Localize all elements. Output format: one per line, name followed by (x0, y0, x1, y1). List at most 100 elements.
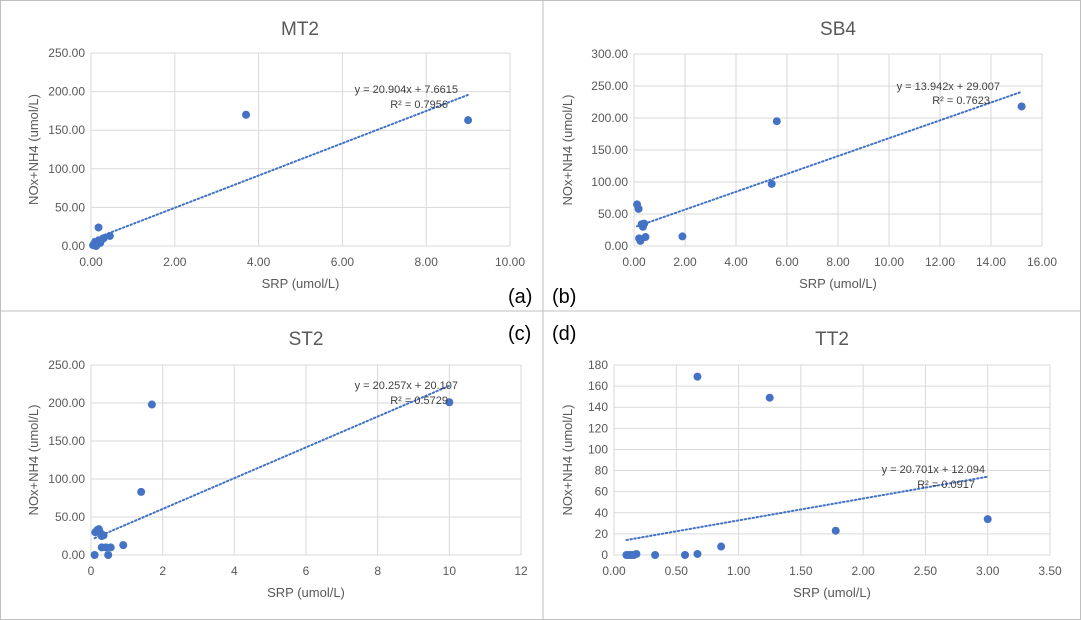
x-tick-label: 0.00 (622, 255, 646, 269)
y-tick-label: 300.00 (591, 47, 628, 61)
x-tick-label: 6 (303, 564, 310, 578)
data-point (632, 549, 641, 558)
y-tick-label: 200.00 (48, 85, 85, 99)
x-tick-label: 0.50 (665, 564, 689, 578)
x-tick-label: 2 (159, 564, 166, 578)
data-point (1017, 102, 1026, 111)
y-tick-label: 60 (595, 485, 609, 499)
y-tick-label: 50.00 (598, 207, 628, 221)
data-point (678, 232, 687, 241)
chart-panel-sb4: 0.00 50.00 100.00 150.00 200.00 250.00 300.00 0… (560, 19, 1057, 291)
x-tick-label: 4.00 (247, 255, 271, 269)
x-tick-label: 8.00 (826, 255, 850, 269)
x-tick-label: 3.50 (1038, 564, 1062, 578)
y-tick-label: 40 (595, 506, 609, 520)
y-tick-label: 80 (595, 464, 609, 478)
x-tick-label: 1.00 (727, 564, 751, 578)
data-point (464, 116, 473, 125)
y-tick-label: 0 (601, 548, 608, 562)
trendline-r-squared: R² = 0.5729 (390, 395, 448, 407)
chart-panel-st2: 0.00 50.00 100.00 150.00 200.00 250.00 0 2 4 6 8 10… (26, 329, 528, 600)
data-point (772, 117, 781, 126)
data-point (106, 543, 115, 552)
data-point (641, 233, 650, 242)
trendline-r-squared: R² = 0.0917 (917, 479, 975, 491)
data-point (693, 372, 702, 381)
chart-title: ST2 (289, 329, 324, 350)
x-tick-label: 12.00 (925, 255, 955, 269)
trendline-equation: y = 20.904x + 7.6615 (355, 84, 458, 96)
x-tick-label: 0.00 (79, 255, 103, 269)
x-tick-label: 4.00 (724, 255, 748, 269)
y-axis-label: NOx+NH4 (umol/L) (560, 95, 575, 206)
x-tick-label: 1.50 (789, 564, 813, 578)
y-tick-label: 250.00 (48, 358, 85, 372)
panel-label-d: (d) (552, 323, 576, 345)
data-point (640, 219, 649, 228)
data-point (651, 551, 660, 559)
trendline-equation: y = 20.257x + 20.107 (355, 380, 458, 392)
x-axis-label: SRP (umol/L) (267, 585, 345, 600)
x-tick-label: 6.00 (775, 255, 799, 269)
x-tick-label: 10.00 (874, 255, 904, 269)
data-point (693, 549, 702, 558)
y-tick-label: 100.00 (48, 162, 85, 176)
data-point (137, 487, 146, 496)
panel-label-a: (a) (508, 286, 532, 308)
x-tick-label: 6.00 (331, 255, 355, 269)
y-axis-label: NOx+NH4 (umol/L) (26, 405, 41, 516)
y-tick-label: 0.00 (62, 548, 86, 562)
x-tick-label: 2.50 (914, 564, 938, 578)
y-tick-label: 250.00 (48, 46, 85, 60)
x-tick-label: 8.00 (415, 255, 439, 269)
data-point (681, 551, 690, 559)
data-point (104, 551, 113, 559)
y-axis-label: NOx+NH4 (umol/L) (26, 94, 41, 205)
y-tick-label: 180 (588, 358, 608, 372)
chart-panel-tt2: 0 20 40 60 80 100 120 140 160 180 0.00 0.50 1.00 1.50… (560, 329, 1062, 600)
data-point (105, 231, 114, 240)
y-tick-label: 200.00 (591, 111, 628, 125)
data-point (445, 398, 454, 407)
x-axis-label: SRP (umol/L) (799, 276, 877, 291)
y-tick-label: 160 (588, 379, 608, 393)
data-point (634, 204, 643, 213)
y-tick-label: 20 (595, 527, 609, 541)
trendline-equation: y = 20.701x + 12.094 (882, 464, 985, 476)
chart-title: TT2 (815, 329, 849, 350)
trendline (636, 90, 1023, 228)
y-tick-label: 200.00 (48, 396, 85, 410)
x-tick-label: 8 (374, 564, 381, 578)
x-tick-label: 10 (443, 564, 457, 578)
data-point (242, 110, 251, 119)
y-tick-label: 50.00 (55, 510, 85, 524)
y-tick-label: 50.00 (55, 200, 85, 214)
x-axis-label: SRP (umol/L) (793, 585, 871, 600)
trendline (625, 475, 989, 542)
data-point (765, 393, 774, 402)
x-tick-label: 14.00 (976, 255, 1006, 269)
y-tick-label: 100.00 (48, 472, 85, 486)
y-tick-label: 150.00 (48, 434, 85, 448)
x-tick-label: 0.00 (602, 564, 626, 578)
chart-panel-mt2: 0.00 50.00 100.00 150.00 200.00 250.00 0.00 2.0… (26, 19, 525, 291)
y-tick-label: 120 (588, 421, 608, 435)
chart-title: SB4 (820, 19, 856, 40)
x-tick-label: 4 (231, 564, 238, 578)
y-tick-label: 140 (588, 400, 608, 414)
x-tick-label: 0 (88, 564, 95, 578)
x-tick-label: 2.00 (163, 255, 187, 269)
data-point (90, 551, 99, 559)
chart-title: MT2 (281, 19, 319, 40)
y-tick-label: 150.00 (48, 123, 85, 137)
trendline-r-squared: R² = 0.7623 (932, 95, 990, 107)
data-point (831, 526, 840, 535)
y-tick-label: 100 (588, 442, 608, 456)
x-tick-label: 10.00 (495, 255, 525, 269)
y-tick-label: 0.00 (62, 239, 86, 253)
trendline-r-squared: R² = 0.7956 (390, 99, 448, 111)
trendline-equation: y = 13.942x + 29.007 (897, 81, 1000, 93)
x-tick-label: 2.00 (851, 564, 875, 578)
data-point (99, 531, 108, 540)
